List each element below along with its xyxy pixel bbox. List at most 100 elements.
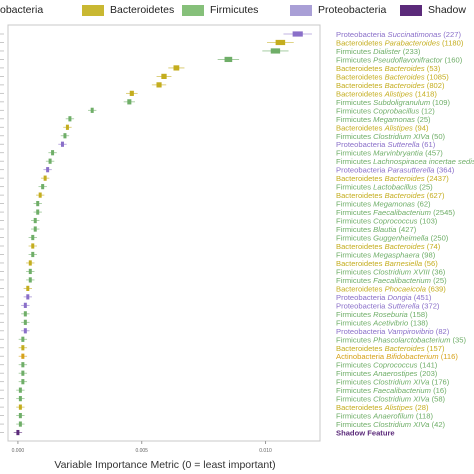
genus-name: Clostridium XIVa (373, 378, 429, 387)
phylum-name: Bacteroidetes (336, 123, 383, 132)
genus-name: Alistipes (384, 403, 413, 412)
x-axis-ticks: 0.000 0.005 0.010 (12, 441, 272, 454)
genus-name: Dialister (373, 47, 401, 56)
importance-box (23, 328, 27, 334)
phylum-name: Proteobacteria (336, 293, 386, 302)
importance-box (21, 362, 25, 368)
phylum-name: Firmicutes (336, 200, 371, 209)
phylum-name: Firmicutes (336, 276, 371, 285)
genus-name: Megasphaera (373, 250, 419, 259)
x-axis-label: Variable Importance Metric (0 = least im… (54, 459, 276, 471)
feature-count: (12) (421, 106, 435, 115)
phylum-name: Firmicutes (336, 335, 371, 344)
feature-label: Bacteroidetes Bacteroides (53) (336, 64, 441, 73)
feature-label: Bacteroidetes Alistipes (28) (336, 403, 429, 412)
phylum-name: Proteobacteria (336, 166, 386, 175)
genus-name: Subdoligranulum (373, 98, 430, 107)
genus-name: Succinatimonas (388, 30, 442, 39)
feature-label: Firmicutes Anaerofilum (118) (336, 412, 433, 421)
feature-count: (158) (410, 310, 428, 319)
feature-label: Firmicutes Faecalibacterium (16) (336, 386, 447, 395)
feature-label: Bacteroidetes Alistipes (1418) (336, 89, 437, 98)
legend-label: Firmicutes (210, 4, 259, 16)
feature-label: Firmicutes Lactobacillus (25) (336, 183, 433, 192)
importance-box (16, 429, 20, 436)
phylum-name: Bacteroidetes (336, 191, 383, 200)
genus-name: Faecalibacterium (373, 208, 431, 217)
genus-name: Phocaeicola (385, 284, 426, 293)
genus-name: Coprococcus (373, 361, 418, 370)
importance-box (26, 285, 30, 291)
feature-count: (427) (399, 225, 417, 234)
phylum-name: Proteobacteria (336, 140, 386, 149)
legend-swatch (82, 4, 104, 16)
feature-label: Bacteroidetes Alistipes (94) (336, 123, 429, 132)
feature-count: (233) (403, 47, 421, 56)
phylum-name: Firmicutes (336, 55, 371, 64)
importance-box (23, 302, 27, 308)
importance-box (270, 48, 281, 54)
importance-box (28, 260, 32, 266)
feature-count: (250) (431, 234, 449, 243)
legend-item: Shadow (400, 3, 466, 17)
importance-box (18, 404, 22, 410)
feature-count: (627) (427, 191, 445, 200)
genus-name: Alistipes (384, 89, 413, 98)
feature-label: Firmicutes Faecalibacterium (25) (336, 276, 447, 285)
genus-name: Coprococcus (373, 217, 418, 226)
feature-count: (203) (420, 369, 438, 378)
importance-box (21, 345, 25, 351)
importance-box (38, 192, 42, 198)
legend-item: Proteobacteria (290, 3, 386, 17)
genus-name: Megamonas (373, 115, 415, 124)
feature-count: (25) (417, 115, 431, 124)
phylum-name: Firmicutes (336, 183, 371, 192)
genus-name: Guggenheimella (373, 234, 428, 243)
feature-label: Bacteroidetes Bacteroides (74) (336, 242, 441, 251)
feature-count: (372) (422, 301, 440, 310)
feature-count: (176) (432, 378, 450, 387)
importance-box (28, 277, 32, 283)
x-tick-label: 0.000 (12, 448, 25, 454)
feature-label: Bacteroidetes Bacteroides (2437) (336, 174, 449, 183)
genus-name: Dongia (388, 293, 412, 302)
feature-label: Bacteroidetes Parabacteroides (1180) (336, 38, 464, 47)
importance-box (63, 133, 67, 139)
importance-box (26, 294, 30, 300)
phylum-name: Bacteroidetes (336, 72, 383, 81)
importance-box (21, 336, 25, 342)
legend-swatch (400, 4, 422, 16)
genus-name: Coprobacillus (373, 106, 419, 115)
legend-item: obacteria (0, 3, 43, 17)
feature-label: Firmicutes Clostridium XIVa (42) (336, 420, 446, 429)
feature-label: Proteobacteria Sutterella (61) (336, 140, 436, 149)
phylum-name: Firmicutes (336, 149, 371, 158)
importance-box (43, 175, 47, 181)
phylum-name: Firmicutes (336, 267, 371, 276)
shadow-feature-label: Shadow Feature (336, 429, 395, 438)
phylum-name: Bacteroidetes (336, 403, 383, 412)
phylum-name: Firmicutes (336, 369, 371, 378)
importance-box (28, 268, 32, 275)
feature-label: Firmicutes Roseburia (158) (336, 310, 428, 319)
phylum-name: Firmicutes (336, 225, 371, 234)
phylum-name: Firmicutes (336, 378, 371, 387)
genus-name: Megamonas (373, 200, 415, 209)
feature-count: (451) (414, 293, 432, 302)
genus-name: Bacteroides (385, 344, 425, 353)
feature-label: Firmicutes Clostridium XIVa (58) (336, 395, 446, 404)
phylum-name: Firmicutes (336, 106, 371, 115)
feature-count: (25) (419, 183, 433, 192)
phylum-name: Proteobacteria (336, 301, 386, 310)
feature-count: (116) (441, 352, 459, 361)
phylum-name: Firmicutes (336, 234, 371, 243)
importance-box (224, 56, 233, 63)
feature-count: (50) (432, 132, 446, 141)
phylum-name: Firmicutes (336, 132, 371, 141)
feature-count: (61) (422, 140, 436, 149)
feature-label: Firmicutes Megamonas (25) (336, 115, 431, 124)
feature-count: (94) (415, 123, 429, 132)
x-tick-label: 0.010 (259, 448, 272, 454)
phylum-name: Firmicutes (336, 420, 371, 429)
importance-box (18, 387, 22, 393)
